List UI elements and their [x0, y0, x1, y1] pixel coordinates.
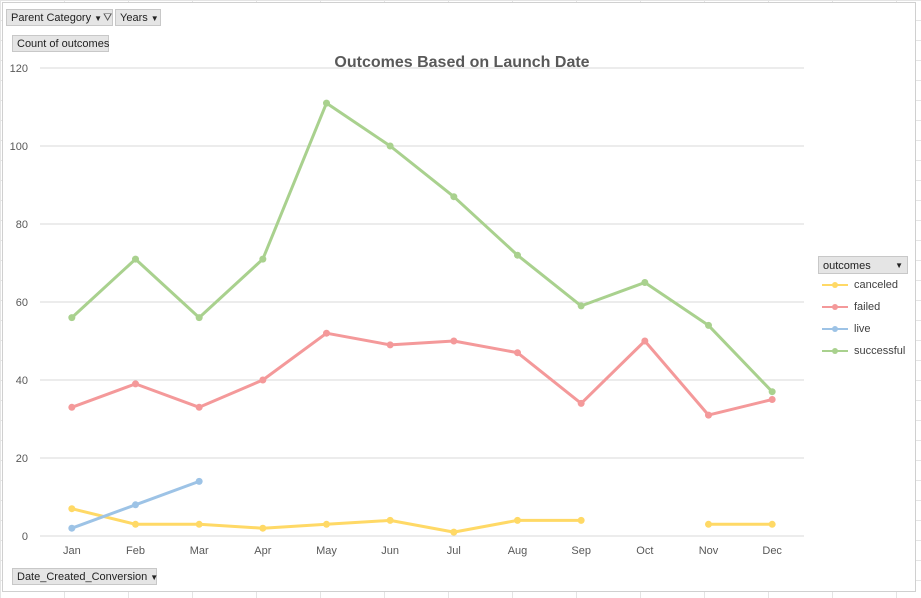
x-tick-label: Feb — [126, 545, 145, 557]
data-point-successful — [323, 99, 330, 107]
y-tick-label: 80 — [16, 219, 28, 231]
data-point-failed — [641, 337, 649, 345]
legend-item-live: live — [818, 318, 908, 340]
series-line-successful — [70, 101, 774, 394]
x-tick-label: Oct — [636, 545, 653, 557]
x-tick-label: Mar — [190, 545, 209, 557]
data-point-successful — [514, 251, 521, 259]
series-line-canceled — [70, 507, 583, 534]
data-point-successful — [386, 142, 394, 150]
x-tick-label: Sep — [571, 545, 591, 557]
x-tick-label: Apr — [254, 545, 271, 557]
data-point-live — [68, 524, 76, 532]
legend-swatch — [822, 347, 848, 355]
data-point-live — [132, 501, 139, 509]
data-point-successful — [450, 193, 458, 201]
x-tick-label: Jan — [63, 545, 81, 557]
legend-label: failed — [854, 301, 881, 313]
value-field-label: Count of outcomes — [17, 38, 110, 50]
data-point-failed — [132, 380, 139, 388]
data-point-canceled — [577, 516, 585, 524]
data-point-canceled — [768, 520, 776, 528]
filter-funnel-icon: ⛛ — [103, 12, 113, 24]
data-point-failed — [386, 341, 394, 349]
data-point-failed — [768, 396, 776, 403]
legend-swatch — [822, 281, 848, 289]
legend-swatch — [822, 325, 848, 333]
data-point-successful — [132, 255, 139, 263]
data-point-successful — [195, 314, 203, 322]
years-filter-label: Years — [120, 12, 148, 24]
value-field-button[interactable]: Count of outcomes — [12, 35, 109, 52]
data-point-successful — [68, 314, 76, 322]
data-point-canceled — [259, 524, 267, 532]
data-point-successful — [577, 302, 585, 310]
data-point-failed — [68, 403, 76, 411]
x-tick-label: Nov — [699, 545, 719, 557]
data-point-canceled — [386, 516, 394, 524]
dropdown-arrow-icon: ▼ — [150, 573, 159, 582]
legend-field-button[interactable]: outcomes ▼ — [818, 256, 908, 274]
data-point-successful — [768, 388, 776, 396]
chart-title: Outcomes Based on Launch Date — [334, 54, 590, 71]
data-point-failed — [195, 403, 203, 411]
legend-label: successful — [854, 345, 906, 357]
legend-label: canceled — [854, 279, 899, 291]
data-point-failed — [450, 337, 458, 345]
y-tick-label: 120 — [10, 63, 28, 75]
y-tick-label: 40 — [16, 375, 28, 387]
legend-item-failed: failed — [818, 296, 908, 318]
data-point-successful — [259, 255, 267, 263]
data-point-canceled — [323, 520, 330, 528]
data-point-canceled — [132, 520, 139, 528]
parent-category-filter-button[interactable]: Parent Category ▼⛛ — [6, 9, 113, 26]
axis-field-label: Date_Created_Conversion — [17, 571, 148, 583]
pivot-chart-area[interactable] — [2, 2, 916, 592]
data-point-failed — [705, 411, 712, 419]
data-point-canceled — [450, 528, 458, 536]
y-tick-label: 100 — [10, 141, 28, 153]
data-point-canceled — [68, 505, 76, 513]
axis-field-button[interactable]: Date_Created_Conversion ▼ — [12, 568, 159, 585]
data-point-successful — [705, 321, 712, 329]
legend-label: live — [854, 323, 871, 335]
dropdown-arrow-icon: ▼ — [895, 261, 903, 270]
legend-swatch — [822, 303, 848, 311]
data-point-canceled — [705, 520, 712, 528]
years-filter-button[interactable]: Years ▼ — [115, 9, 161, 26]
x-tick-label: Dec — [762, 545, 782, 557]
data-point-canceled — [514, 516, 521, 524]
x-tick-label: Jun — [381, 545, 399, 557]
x-tick-label: Jul — [447, 545, 461, 557]
chart-legend: outcomes ▼ canceled failed live successful — [818, 256, 908, 362]
y-tick-label: 60 — [16, 297, 28, 309]
data-point-successful — [641, 279, 649, 286]
x-tick-label: May — [316, 545, 337, 557]
data-point-failed — [323, 329, 330, 337]
data-point-canceled — [195, 520, 203, 528]
data-point-live — [195, 477, 203, 485]
series-line-failed — [70, 331, 774, 417]
dropdown-arrow-icon: ▼ — [94, 14, 103, 23]
data-point-failed — [259, 376, 267, 384]
y-tick-label: 20 — [16, 453, 28, 465]
legend-field-label: outcomes — [823, 260, 871, 272]
y-tick-label: 0 — [22, 531, 28, 543]
x-tick-label: Aug — [508, 545, 528, 557]
parent-category-filter-label: Parent Category — [11, 12, 92, 24]
legend-item-successful: successful — [818, 340, 908, 362]
legend-item-canceled: canceled — [818, 274, 908, 296]
dropdown-arrow-icon: ▼ — [150, 14, 159, 23]
data-point-failed — [577, 399, 585, 407]
data-point-failed — [514, 349, 521, 357]
